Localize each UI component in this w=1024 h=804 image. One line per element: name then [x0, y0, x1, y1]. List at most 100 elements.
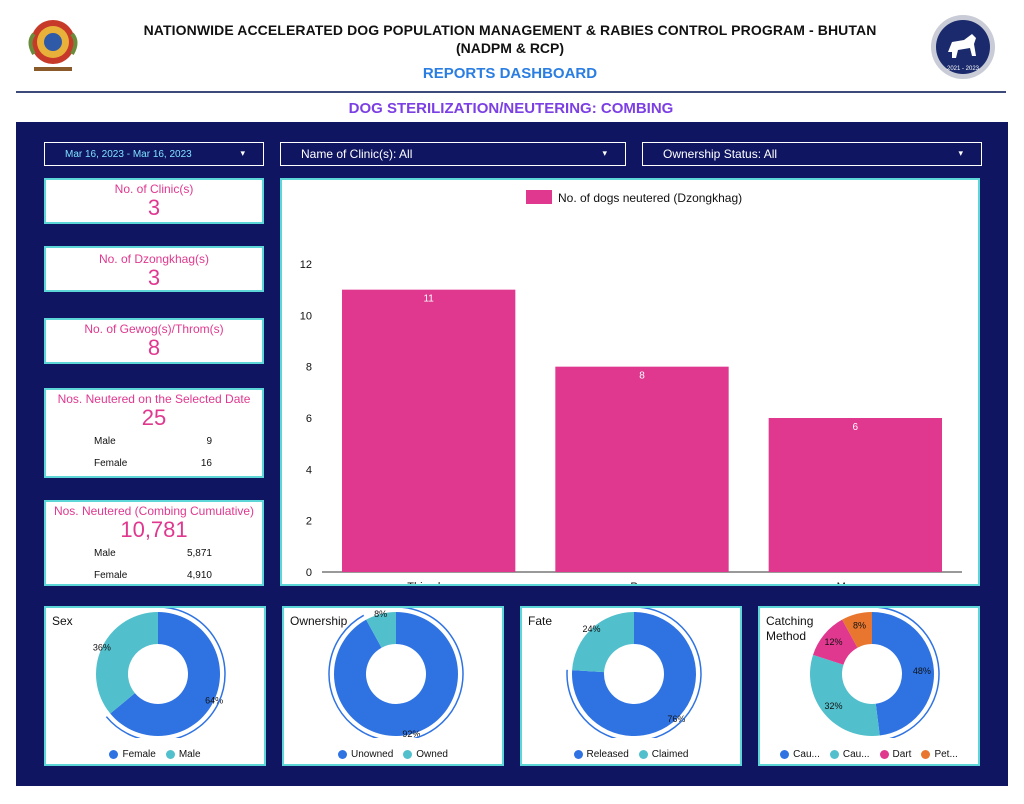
female-label: Female — [94, 457, 128, 469]
slice-label: 64% — [205, 695, 223, 705]
legend-item: Cau... — [780, 749, 820, 760]
bar-mongar — [768, 418, 942, 572]
slice-label: 92% — [402, 729, 420, 738]
kpi-label: No. of Clinic(s) — [114, 182, 194, 196]
dzongkhag-bar-chart: 0 2 4 6 8 10 12 11 Thimphu 8 Paro 6 Mongar No. of dog… — [280, 178, 980, 593]
ownership-filter-dropdown[interactable]: Ownership Status: All ▾ — [642, 142, 982, 166]
donut-slice — [813, 619, 858, 665]
header: NATIONWIDE ACCELERATED DOG POPULATION MA… — [0, 0, 1024, 93]
kpi-value: 10,781 — [120, 517, 188, 542]
donut-slice — [366, 612, 396, 648]
donut-slice — [334, 612, 458, 736]
legend-label: Cau... — [793, 749, 820, 760]
kpi-neutered-selected-date: Nos. Neutered on the Selected Date 25 Ma… — [44, 388, 264, 478]
catching-method-donut-chart: 48% 32% 12% 8% — [810, 606, 940, 742]
legend-item: Claimed — [638, 749, 689, 760]
slice-label: 8% — [374, 609, 387, 619]
bar-paro — [555, 366, 729, 572]
male-value: 9 — [206, 435, 212, 447]
legend-item: Released — [573, 749, 629, 760]
clinic-filter-label: Name of Clinic(s): All — [301, 147, 413, 161]
fate-donut-chart: 76% 24% — [566, 606, 702, 742]
slice-label: 36% — [93, 643, 111, 653]
header-divider — [16, 91, 1006, 93]
legend-dot — [165, 750, 175, 759]
y-tick-label: 0 — [306, 567, 312, 579]
legend-dot — [109, 750, 119, 759]
slice-label: 8% — [853, 621, 866, 631]
kpi-male-row: Male 5,871 — [46, 542, 262, 564]
legend-item: Female — [109, 749, 156, 760]
kpi-value: 3 — [147, 265, 161, 290]
kpi-gewogs: No. of Gewog(s)/Throm(s) 8 — [44, 318, 264, 364]
legend-item: Unowned — [338, 749, 393, 760]
catching-method-donut-card: Catching Method 48% 32% 12% 8% Cau... Cau...… — [758, 606, 980, 766]
fate-legend: Released Claimed — [522, 749, 740, 760]
kpi-neutered-cumulative: Nos. Neutered (Combing Cumulative) 10,78… — [44, 500, 264, 586]
bar-data-label: 6 — [853, 422, 859, 433]
legend-dot — [879, 750, 889, 759]
donut-slice — [96, 612, 158, 714]
male-value: 5,871 — [186, 547, 212, 559]
female-value: 16 — [200, 457, 212, 469]
kpi-value: 25 — [141, 405, 167, 430]
emblem-logo-left — [28, 20, 78, 71]
date-range-picker[interactable]: Mar 16, 2023 - Mar 16, 2023 ▾ — [44, 142, 264, 166]
legend-dot — [403, 750, 413, 759]
legend-label: Pet... — [934, 749, 958, 760]
highlight-arc — [871, 606, 940, 742]
legend-dot — [573, 750, 583, 759]
legend-label: Dart — [892, 749, 912, 760]
donut-title: Fate — [528, 614, 553, 628]
fate-donut-card: Fate 76% 24% Released Claimed — [520, 606, 742, 766]
legend-label: Cau... — [842, 749, 870, 760]
clinic-filter-dropdown[interactable]: Name of Clinic(s): All ▾ — [280, 142, 626, 166]
donut-slice — [572, 612, 696, 736]
highlight-arc — [566, 606, 702, 742]
legend-dot — [921, 750, 931, 759]
y-tick-label: 12 — [300, 259, 312, 271]
legend-item: Male — [165, 749, 201, 760]
ownership-filter-label: Ownership Status: All — [663, 147, 778, 161]
chevron-down-icon: ▾ — [240, 148, 245, 158]
legend-item: Pet... — [921, 749, 958, 760]
donut-title: Catching Method — [766, 614, 814, 643]
sex-donut-chart: 64% 36% — [93, 606, 226, 742]
slice-label: 76% — [667, 714, 685, 724]
x-tick-label: Paro — [630, 581, 653, 584]
date-range-label: Mar 16, 2023 - Mar 16, 2023 — [65, 148, 192, 160]
y-tick-label: 4 — [306, 464, 312, 476]
legend-item: Dart — [879, 749, 912, 760]
donut-title: Ownership — [290, 614, 348, 628]
donut-slice — [810, 654, 880, 736]
sex-donut-card: Sex 64% 36% Female Male — [44, 606, 266, 766]
legend-label: Male — [178, 749, 201, 760]
female-value: 4,910 — [186, 569, 212, 581]
legend-item: Cau... — [829, 749, 870, 760]
legend-item: Owned — [403, 749, 448, 760]
legend-dot — [638, 750, 648, 759]
donut-slice — [872, 612, 934, 736]
program-logo-right: 2021 - 2023 — [931, 15, 995, 79]
sex-legend: Female Male — [46, 749, 264, 760]
kpi-value: 8 — [147, 335, 161, 360]
bar-data-label: 11 — [423, 294, 434, 305]
legend-label: Claimed — [651, 749, 689, 760]
bar-chart-svg: 0 2 4 6 8 10 12 11 Thimphu 8 Paro 6 Mongar No. of dog… — [300, 190, 962, 593]
x-tick-label: Mongar — [837, 581, 875, 584]
legend-label: Female — [122, 749, 156, 760]
y-tick-label: 2 — [306, 516, 312, 528]
male-label: Male — [94, 547, 116, 559]
y-tick-label: 10 — [300, 310, 312, 322]
kpi-label: No. of Dzongkhag(s) — [98, 252, 210, 266]
slice-label: 48% — [913, 666, 931, 676]
slice-label: 12% — [824, 637, 842, 647]
kpi-female-row: Female 4,910 — [46, 564, 262, 586]
donut-slice — [572, 612, 634, 673]
legend-label: Unowned — [351, 749, 394, 760]
chevron-down-icon: ▾ — [958, 148, 963, 158]
y-tick-label: 8 — [306, 362, 312, 374]
svg-text:2021 - 2023: 2021 - 2023 — [947, 66, 980, 72]
donut-title: Sex — [52, 614, 73, 628]
bar-data-label: 8 — [639, 371, 645, 382]
